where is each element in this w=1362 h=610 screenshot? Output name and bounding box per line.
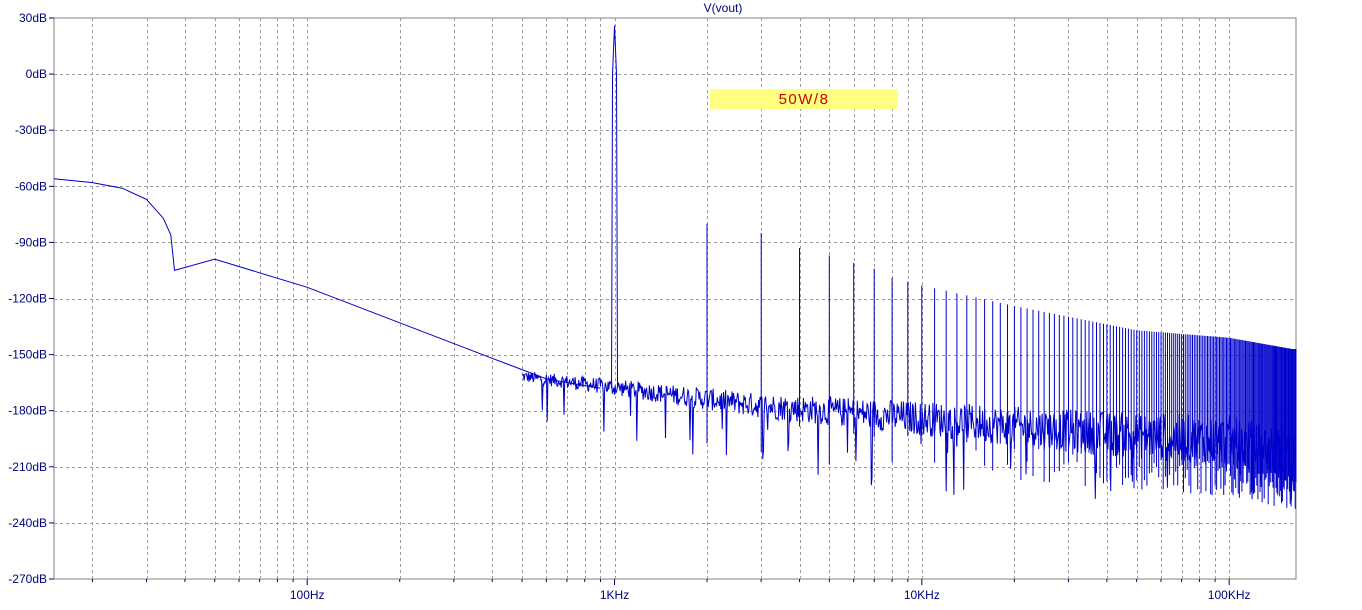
- annotation-box: [710, 89, 899, 110]
- y-tick-label: -180dB: [8, 404, 47, 418]
- trace-noise-floor: [521, 372, 1296, 501]
- x-tick-label: 100KHz: [1208, 588, 1251, 602]
- y-tick-label: 30dB: [19, 11, 47, 25]
- y-tick-label: -240dB: [8, 516, 47, 530]
- y-tick-label: -270dB: [8, 572, 47, 586]
- fundamental-peak: [611, 25, 619, 389]
- chart-title: V(vout): [704, 1, 743, 15]
- plot-frame: [53, 17, 1297, 580]
- y-tick-label: -150dB: [8, 348, 47, 362]
- y-tick-label: 0dB: [26, 67, 47, 81]
- y-tick-label: -120dB: [8, 292, 47, 306]
- x-tick-label: 1KHz: [600, 588, 629, 602]
- x-tick-label: 10KHz: [904, 588, 940, 602]
- x-tick-label: 100Hz: [290, 588, 325, 602]
- y-tick-label: -30dB: [15, 123, 47, 137]
- grid: [54, 18, 1296, 579]
- y-tick-label: -60dB: [15, 179, 47, 193]
- y-tick-label: -210dB: [8, 460, 47, 474]
- trace-low-frequency: [53, 178, 601, 389]
- annotation-text: 50W/8: [779, 91, 830, 108]
- y-tick-label: -90dB: [15, 235, 47, 249]
